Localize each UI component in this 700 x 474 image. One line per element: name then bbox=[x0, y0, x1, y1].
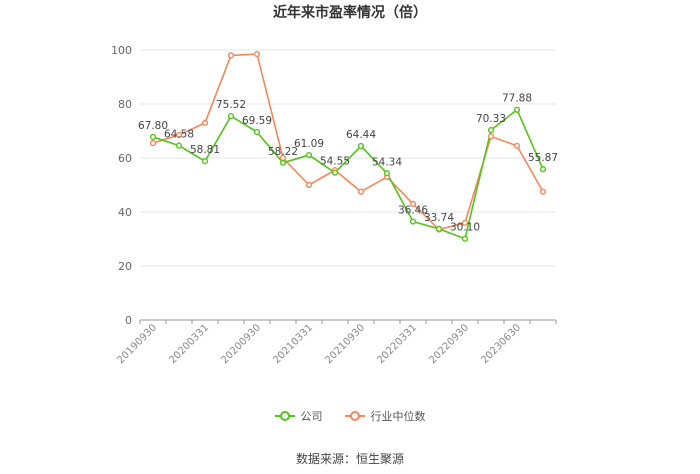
industry-data-point bbox=[539, 188, 547, 195]
legend-company-marker-icon bbox=[274, 411, 295, 421]
chart-title: 近年来市盈率情况（倍） bbox=[273, 5, 427, 21]
company-data-point bbox=[305, 151, 313, 159]
industry-data-point bbox=[201, 119, 209, 127]
y-tick-label: 20 bbox=[118, 260, 132, 273]
industry-data-point bbox=[357, 188, 365, 195]
company-data-label: 75.52 bbox=[216, 99, 246, 111]
x-tick-label: 20190930 bbox=[115, 322, 159, 366]
industry-data-point bbox=[227, 52, 235, 59]
industry-data-point bbox=[487, 133, 495, 140]
company-data-label: 67.80 bbox=[138, 120, 168, 132]
industry-data-point bbox=[513, 142, 521, 149]
industry-data-point bbox=[253, 50, 261, 58]
x-tick-label: 20200930 bbox=[219, 322, 263, 366]
company-data-point bbox=[513, 106, 521, 113]
industry-data-point bbox=[409, 200, 417, 208]
company-data-point bbox=[175, 142, 183, 149]
y-tick-label: 40 bbox=[118, 206, 132, 219]
company-data-point bbox=[487, 127, 495, 134]
y-tick-label: 100 bbox=[111, 44, 132, 57]
company-data-point bbox=[227, 112, 235, 120]
company-data-label: 61.09 bbox=[294, 138, 324, 150]
legend: 公司 行业中位数 bbox=[0, 408, 700, 424]
y-tick-label: 0 bbox=[125, 314, 132, 327]
x-tick-label: 20230630 bbox=[479, 322, 523, 366]
legend-item-industry[interactable]: 行业中位数 bbox=[344, 408, 426, 424]
company-data-point bbox=[357, 142, 365, 150]
company-data-point bbox=[409, 218, 417, 225]
company-data-label: 58.81 bbox=[190, 144, 220, 156]
company-series-line bbox=[152, 108, 544, 240]
company-data-point bbox=[253, 129, 261, 136]
x-tick-label: 20220331 bbox=[375, 322, 419, 366]
company-data-label: 36.46 bbox=[398, 205, 428, 217]
industry-data-point bbox=[149, 140, 157, 147]
company-data-label: 77.88 bbox=[502, 93, 532, 105]
data-source: 数据来源：恒生聚源 bbox=[295, 452, 404, 466]
company-data-point bbox=[539, 166, 547, 173]
company-data-label: 64.58 bbox=[164, 129, 194, 141]
y-tick-label: 60 bbox=[118, 152, 132, 165]
legend-industry-marker-icon bbox=[344, 411, 365, 421]
company-data-label: 33.74 bbox=[424, 212, 454, 224]
company-data-point bbox=[149, 133, 157, 141]
industry-data-point bbox=[175, 131, 183, 139]
company-data-label: 64.44 bbox=[346, 129, 376, 141]
company-data-point bbox=[435, 225, 443, 233]
company-data-label: 54.34 bbox=[372, 156, 402, 168]
company-data-point bbox=[279, 159, 287, 166]
company-data-label: 30.10 bbox=[450, 222, 480, 234]
legend-company-label: 公司 bbox=[300, 410, 323, 423]
company-data-label: 70.33 bbox=[476, 113, 506, 125]
y-tick-label: 80 bbox=[118, 98, 132, 111]
legend-item-company[interactable]: 公司 bbox=[274, 408, 323, 424]
company-data-label: 58.22 bbox=[268, 146, 298, 158]
company-data-point bbox=[383, 170, 391, 177]
industry-series-line bbox=[152, 53, 544, 231]
company-data-point bbox=[201, 158, 209, 165]
industry-data-point bbox=[305, 181, 313, 189]
company-data-label: 69.59 bbox=[242, 115, 272, 127]
company-data-label: 54.55 bbox=[320, 156, 350, 168]
company-data-label: 55.87 bbox=[528, 152, 558, 164]
legend-industry-label: 行业中位数 bbox=[370, 410, 426, 423]
x-tick-label: 20210930 bbox=[323, 322, 367, 366]
x-tick-label: 20210331 bbox=[271, 322, 315, 366]
company-data-point bbox=[331, 169, 339, 176]
company-data-point bbox=[461, 235, 469, 242]
x-tick-label: 20200331 bbox=[167, 322, 211, 366]
industry-data-point bbox=[461, 219, 469, 226]
x-tick-label: 20220930 bbox=[427, 322, 471, 366]
